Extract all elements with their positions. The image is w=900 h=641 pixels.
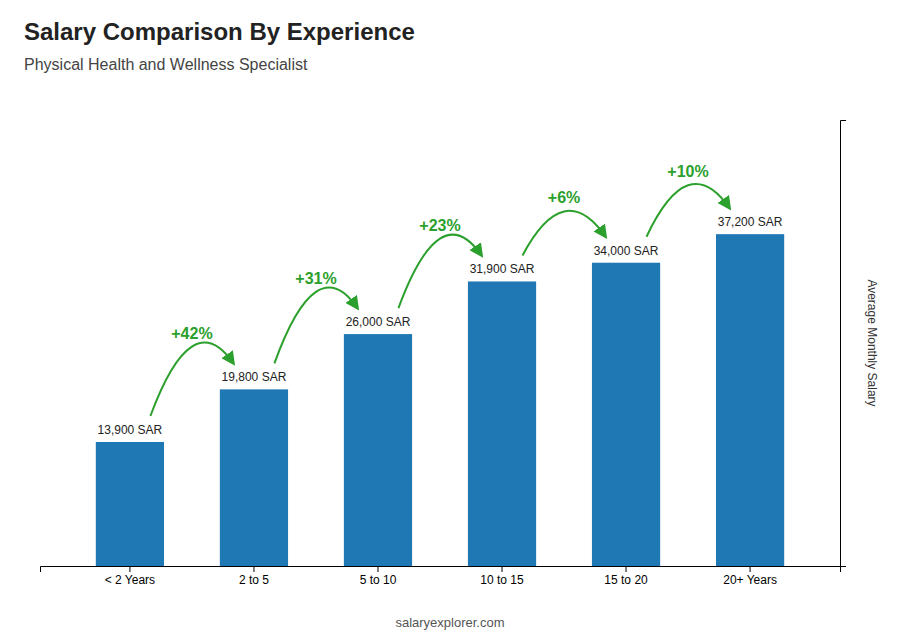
x-tick-label: 10 to 15 [480,573,524,587]
plot: < 2 Years 2 to 5 5 to 10 10 to 15 15 to 20 20… [41,121,847,587]
x-tick: < 2 Years [105,566,155,587]
bar [96,442,164,566]
bar [344,334,412,566]
x-tick-label: 5 to 10 [360,573,397,587]
data-label: 37,200 SAR [718,215,783,229]
x-tick-mark [502,566,503,572]
title: Salary Comparison By Experience [24,18,415,45]
x-tick: 10 to 15 [480,566,524,587]
x-tick: 2 to 5 [239,566,269,587]
x-tick-label: 15 to 20 [604,573,648,587]
x-tick-label: < 2 Years [105,573,155,587]
data-labels: 13,900 SAR 19,800 SAR 26,000 SAR 31,900 SAR… [98,215,783,437]
change-arrow [522,211,605,256]
change-label: +42% [171,325,212,342]
bars [96,234,784,566]
change-label: +23% [419,217,460,234]
x-tick-label: 20+ Years [723,573,777,587]
chart: Salary Comparison By Experience Physical … [0,0,900,641]
y-axis-line [841,121,847,567]
bar [220,389,288,566]
x-axis-line [41,567,841,573]
bar [716,234,784,566]
x-tick-label: 2 to 5 [239,573,269,587]
y-axis-title: Average Monthly Salary [865,279,879,406]
change-arrow [274,288,357,364]
bar [468,281,536,566]
footer: salaryexplorer.com [395,615,504,630]
change-arrow [150,343,233,416]
change-label: +10% [667,163,708,180]
change-label: +31% [295,270,336,287]
data-label: 26,000 SAR [346,315,411,329]
x-tick: 20+ Years [723,566,777,587]
x-tick: 15 to 20 [604,566,648,587]
data-label: 34,000 SAR [594,244,659,258]
subtitle: Physical Health and Wellness Specialist [24,56,308,73]
x-axis: < 2 Years 2 to 5 5 to 10 10 to 15 15 to 20 20… [41,566,841,587]
x-tick-mark [253,566,254,572]
y-axis [841,121,847,567]
annotations: +42% +31% +23% +6% +10% [150,163,729,416]
bar [592,263,660,566]
x-tick-mark [750,566,751,572]
data-label: 31,900 SAR [470,262,535,276]
x-tick-mark [377,566,378,572]
x-tick: 5 to 10 [360,566,397,587]
change-arrow [647,184,730,237]
x-tick-mark [626,566,627,572]
change-label: +6% [548,189,580,206]
data-label: 13,900 SAR [98,423,163,437]
x-tick-mark [129,566,130,572]
data-label: 19,800 SAR [222,370,287,384]
change-arrow [398,235,481,308]
